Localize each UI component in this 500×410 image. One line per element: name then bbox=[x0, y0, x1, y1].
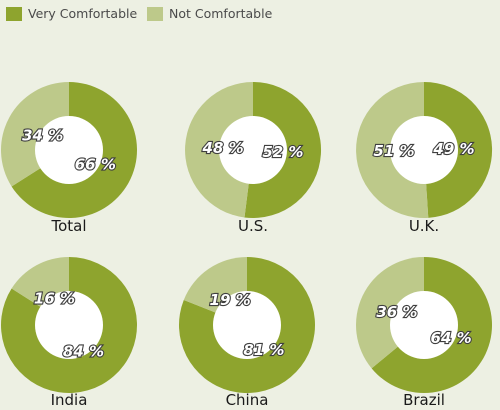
donut-china-not-comfortable-label: 19 % bbox=[210, 291, 251, 309]
donut-total-not-comfortable-label: 34 % bbox=[22, 127, 63, 145]
legend-swatch-very-comfortable bbox=[6, 7, 22, 21]
legend-label-not-comfortable: Not Comfortable bbox=[169, 6, 273, 21]
donut-china: 81 % 19 % China bbox=[179, 257, 316, 409]
donut-total: 66 % 34 % Total bbox=[1, 82, 138, 235]
donut-total-hole bbox=[35, 116, 103, 184]
donut-brazil-very-comfortable-label: 64 % bbox=[431, 329, 472, 347]
donut-brazil-hole bbox=[390, 291, 458, 359]
donut-u-k-hole bbox=[390, 116, 458, 184]
donut-u-s-very-comfortable-label: 52 % bbox=[262, 143, 303, 161]
donut-u-s-hole bbox=[219, 116, 287, 184]
donut-u-s-title: U.S. bbox=[238, 217, 268, 235]
donut-brazil-not-comfortable-slice bbox=[356, 257, 424, 369]
donut-india-very-comfortable-label: 84 % bbox=[63, 342, 104, 360]
donut-u-k-not-comfortable-label: 51 % bbox=[373, 142, 414, 160]
donut-u-s: 52 % 48 % U.S. bbox=[185, 81, 322, 235]
donut-india-title: India bbox=[51, 391, 88, 409]
donut-u-k: 49 % 51 % U.K. bbox=[356, 81, 493, 235]
donut-u-s-not-comfortable-label: 48 % bbox=[202, 139, 244, 157]
donut-india-hole bbox=[35, 291, 103, 359]
donut-china-hole bbox=[213, 291, 281, 359]
donut-u-k-very-comfortable-slice bbox=[424, 81, 493, 218]
donut-china-very-comfortable-label: 81 % bbox=[243, 341, 284, 359]
donut-u-k-title: U.K. bbox=[409, 217, 439, 235]
donut-india: 84 % 16 % India bbox=[1, 257, 138, 409]
donut-u-k-very-comfortable-label: 49 % bbox=[432, 140, 474, 158]
donut-india-not-comfortable-label: 16 % bbox=[34, 290, 75, 308]
donut-brazil-title: Brazil bbox=[403, 391, 445, 409]
donut-brazil: 64 % 36 % Brazil bbox=[356, 257, 493, 409]
donut-total-very-comfortable-label: 66 % bbox=[75, 156, 116, 174]
donut-brazil-not-comfortable-label: 36 % bbox=[376, 303, 417, 321]
legend-label-very-comfortable: Very Comfortable bbox=[28, 6, 138, 21]
donut-china-title: China bbox=[226, 391, 269, 409]
donut-total-title: Total bbox=[50, 217, 86, 235]
legend-swatch-not-comfortable bbox=[147, 7, 163, 21]
